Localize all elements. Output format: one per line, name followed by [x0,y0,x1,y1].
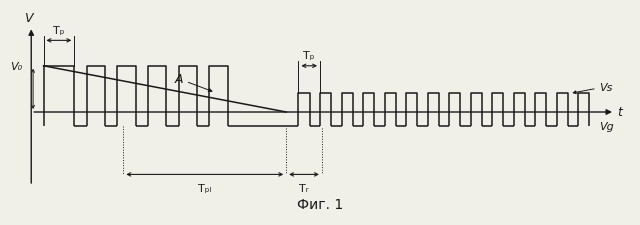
Text: Tₚ: Tₚ [303,51,315,61]
Text: Tₚ: Tₚ [53,26,65,36]
Text: V₀: V₀ [10,61,22,72]
Text: V: V [24,12,33,25]
Text: Фиг. 1: Фиг. 1 [297,198,343,212]
Text: A: A [175,73,212,92]
Text: Vg: Vg [600,121,614,131]
Text: t: t [617,106,621,119]
Text: Vs: Vs [573,82,613,94]
Text: Tᵣ: Tᵣ [300,183,309,193]
Text: Tₚₗ: Tₚₗ [198,183,211,193]
